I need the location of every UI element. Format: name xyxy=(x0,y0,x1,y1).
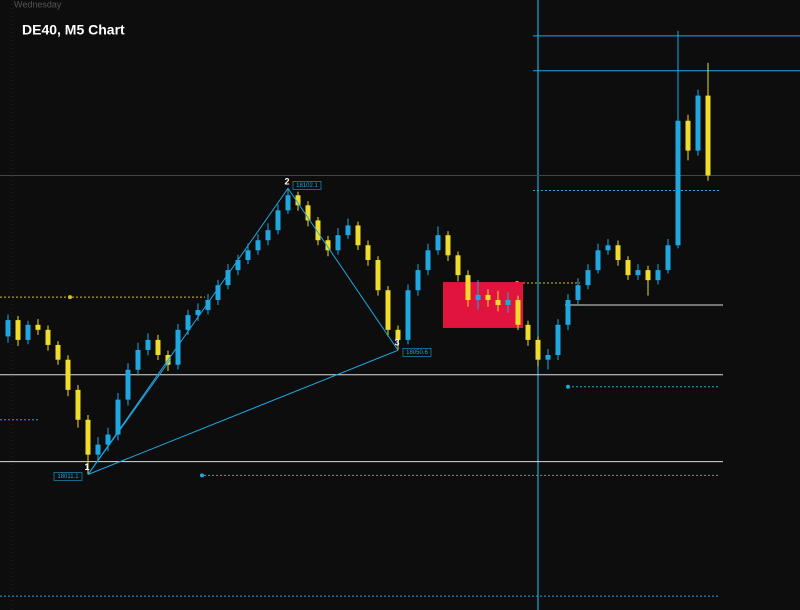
candle-body xyxy=(155,339,161,355)
zigzag xyxy=(87,187,399,475)
candle-body xyxy=(245,250,251,261)
candle-body xyxy=(445,235,451,256)
candle-body xyxy=(655,270,661,281)
candle-body xyxy=(505,299,511,305)
candle-body xyxy=(15,320,21,340)
candle-body xyxy=(615,245,621,261)
candle-body xyxy=(305,205,311,221)
candle-body xyxy=(605,245,611,251)
candle-body xyxy=(475,294,481,300)
candle-body xyxy=(205,299,211,311)
day-label: Wednesday xyxy=(14,0,62,9)
price-tag-box xyxy=(53,472,83,481)
level-dot xyxy=(566,384,570,389)
candle-body xyxy=(455,255,461,276)
candle-body xyxy=(75,389,81,420)
candle-body xyxy=(225,270,231,286)
candle-body xyxy=(115,399,121,435)
candle-body xyxy=(555,324,561,355)
pivot-number: 1 xyxy=(84,462,89,472)
candle-body xyxy=(415,270,421,291)
chart-title: DE40, M5 Chart xyxy=(22,22,125,38)
price-tag-box xyxy=(402,347,432,357)
candle-body xyxy=(625,260,631,276)
candle-body xyxy=(195,310,201,316)
candle-body xyxy=(365,245,371,261)
candle-body xyxy=(265,230,271,241)
candle-body xyxy=(5,320,11,337)
candle-body xyxy=(125,369,131,400)
candle-body xyxy=(315,220,321,241)
candle-body xyxy=(685,120,691,151)
price-tag: 18102.1 xyxy=(296,183,318,189)
candle-body xyxy=(645,270,651,281)
candle-body xyxy=(285,195,291,211)
candle-body xyxy=(105,434,111,445)
candle-body xyxy=(395,329,401,340)
candle-body xyxy=(95,444,101,455)
candle-body xyxy=(705,95,711,176)
candle-body xyxy=(695,95,701,151)
candle-body xyxy=(425,250,431,271)
candle-body xyxy=(55,344,61,360)
candle-body xyxy=(25,324,31,340)
candle-body xyxy=(255,240,261,251)
pivot-number: 2 xyxy=(284,177,289,187)
pivot-number: 3 xyxy=(394,338,399,348)
candle-body xyxy=(495,299,501,305)
candle-body xyxy=(595,250,601,271)
candle-body xyxy=(325,240,331,251)
candle-body xyxy=(85,419,91,455)
price-tag: 18050.6 xyxy=(406,350,428,356)
candle-body xyxy=(405,290,411,340)
candle-body xyxy=(275,210,281,231)
candle-body xyxy=(565,299,571,325)
candle-body xyxy=(545,354,551,360)
level-dot xyxy=(200,473,204,478)
candle-body xyxy=(515,299,521,325)
candle-body xyxy=(145,339,151,350)
candle-body xyxy=(525,324,531,340)
level-dot xyxy=(68,295,72,300)
candle-body xyxy=(485,294,491,300)
candle-body xyxy=(135,349,141,370)
candle-body xyxy=(535,339,541,360)
candle-body xyxy=(175,329,181,365)
candle-body xyxy=(465,275,471,300)
candle-body xyxy=(385,290,391,330)
candle-body xyxy=(45,329,51,345)
candle-body xyxy=(575,285,581,300)
candle-body xyxy=(35,324,41,330)
candle-body xyxy=(585,270,591,286)
candle-body xyxy=(345,225,351,236)
candle-body xyxy=(355,225,361,246)
candle-body xyxy=(65,359,71,390)
candle-body xyxy=(335,235,341,251)
candle-body xyxy=(675,120,681,246)
candle-body xyxy=(375,260,381,291)
candle-body xyxy=(635,270,641,276)
price-tag: 18011.1 xyxy=(57,474,79,480)
candle-body xyxy=(295,195,301,206)
candle-body xyxy=(665,245,671,271)
trend-line xyxy=(87,349,399,475)
candle-body xyxy=(235,260,241,271)
supply-zone xyxy=(443,282,523,328)
candle-body xyxy=(215,285,221,300)
price-tag-box xyxy=(292,181,322,190)
candle-body xyxy=(435,235,441,251)
trend-line xyxy=(87,359,171,475)
candle-body xyxy=(185,315,191,330)
